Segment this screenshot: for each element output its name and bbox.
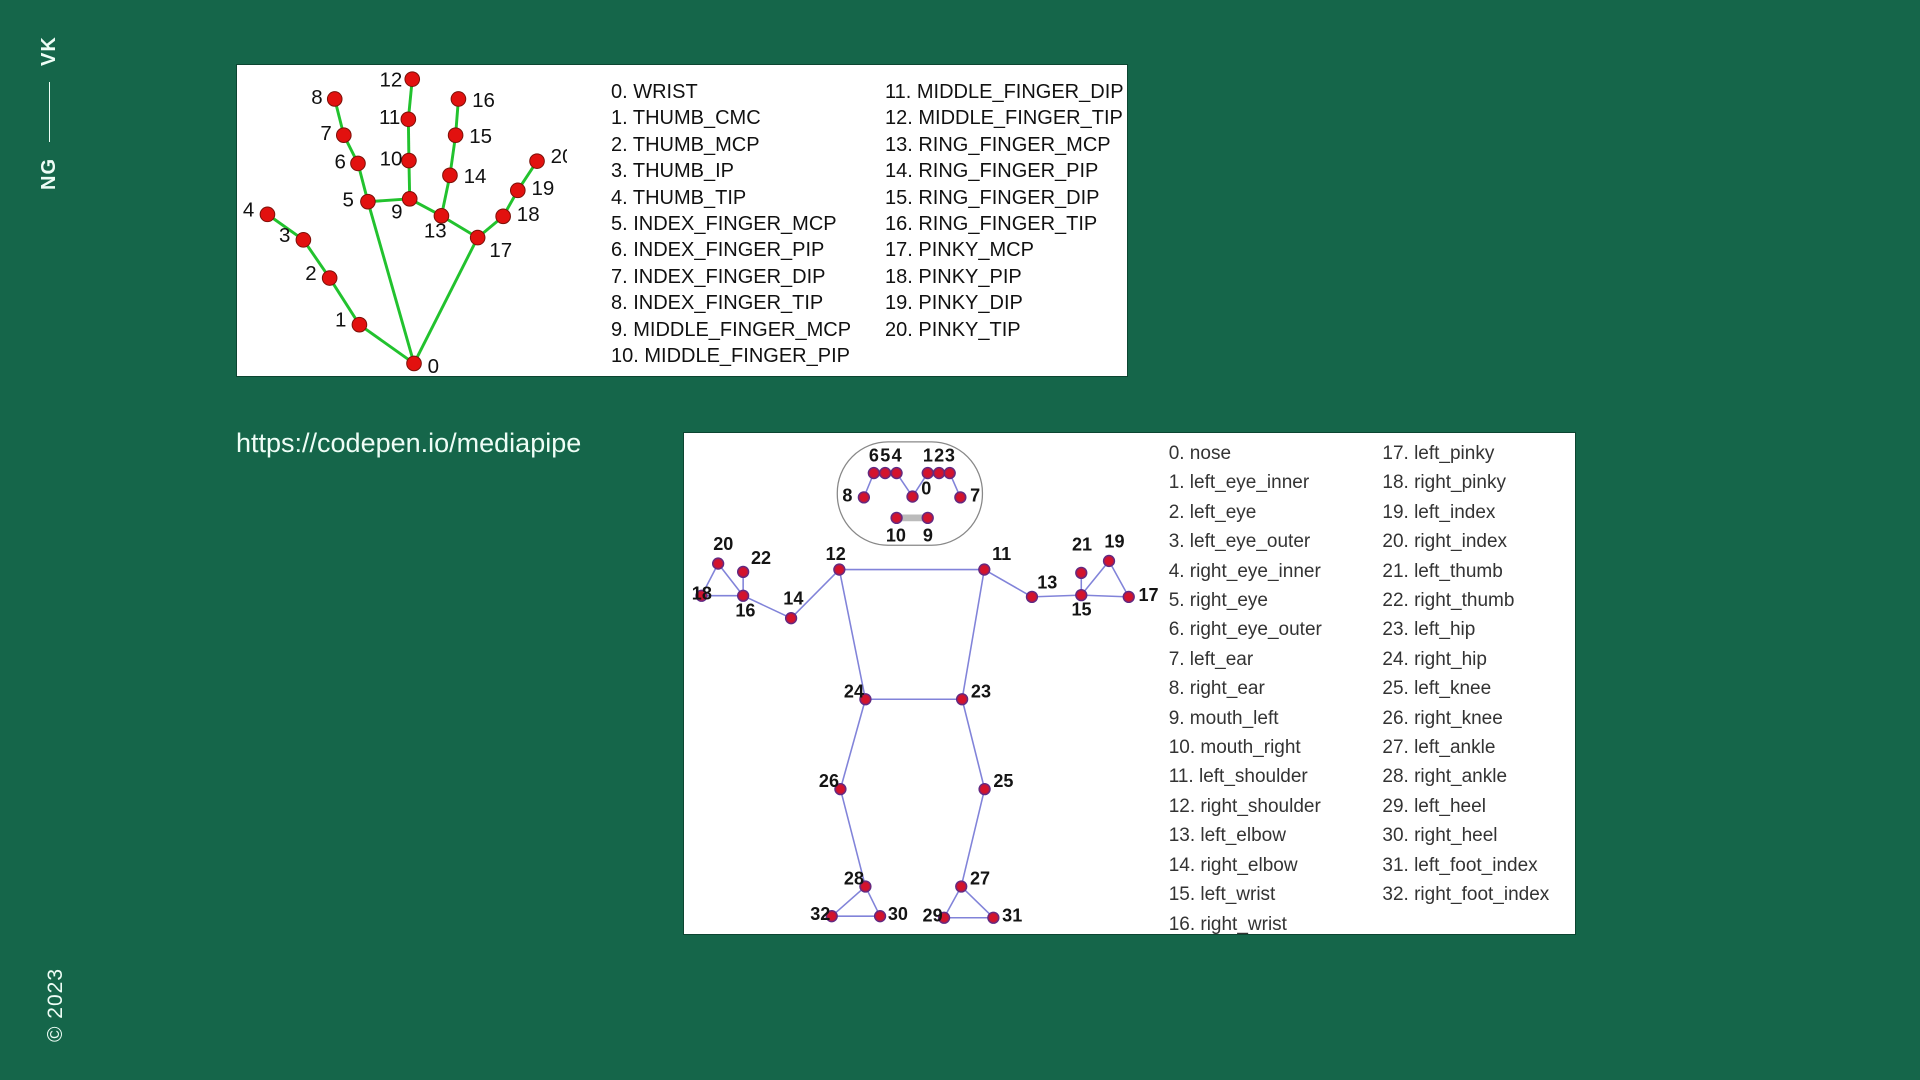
svg-text:29: 29 [923,906,943,926]
svg-text:15: 15 [1072,600,1092,620]
svg-text:15: 15 [469,125,492,148]
svg-text:19: 19 [1104,531,1124,551]
svg-text:0: 0 [428,355,439,378]
svg-text:16: 16 [735,601,755,621]
svg-text:20: 20 [713,534,733,554]
svg-text:5: 5 [880,445,890,465]
svg-text:7: 7 [970,485,980,505]
svg-text:14: 14 [464,165,487,188]
svg-text:27: 27 [970,869,990,889]
svg-text:3: 3 [279,224,290,247]
svg-text:16: 16 [472,89,495,112]
svg-text:3: 3 [945,445,955,465]
svg-text:12: 12 [380,68,403,91]
svg-text:13: 13 [1037,572,1057,592]
svg-text:17: 17 [489,239,512,262]
svg-text:18: 18 [517,203,540,226]
svg-text:23: 23 [971,681,991,701]
svg-text:12: 12 [826,544,846,564]
svg-text:20: 20 [551,145,567,168]
svg-text:14: 14 [783,589,803,609]
svg-text:7: 7 [320,122,331,145]
svg-text:1: 1 [923,445,933,465]
svg-text:21: 21 [1072,534,1092,554]
svg-text:9: 9 [923,525,933,545]
svg-text:24: 24 [844,681,864,701]
svg-text:2: 2 [305,262,316,285]
svg-text:4: 4 [892,445,902,465]
svg-text:6: 6 [335,150,346,173]
svg-text:28: 28 [844,869,864,889]
svg-text:32: 32 [810,904,830,924]
svg-text:10: 10 [380,147,403,170]
svg-text:18: 18 [692,584,712,604]
svg-text:6: 6 [869,445,879,465]
svg-text:5: 5 [343,189,354,212]
svg-text:19: 19 [531,177,554,200]
svg-text:8: 8 [311,86,322,109]
svg-text:11: 11 [992,544,1011,564]
svg-text:17: 17 [1139,585,1159,605]
svg-text:25: 25 [993,771,1013,791]
svg-text:11: 11 [379,106,400,129]
svg-text:13: 13 [424,219,447,242]
svg-text:8: 8 [842,485,852,505]
svg-text:1: 1 [335,309,346,332]
svg-text:26: 26 [819,771,839,791]
svg-text:10: 10 [886,525,906,545]
svg-text:30: 30 [888,904,908,924]
svg-text:0: 0 [921,479,931,499]
svg-text:4: 4 [243,198,254,221]
svg-text:9: 9 [391,200,402,223]
svg-text:22: 22 [751,548,771,568]
svg-text:2: 2 [934,445,944,465]
svg-text:31: 31 [1002,906,1022,926]
